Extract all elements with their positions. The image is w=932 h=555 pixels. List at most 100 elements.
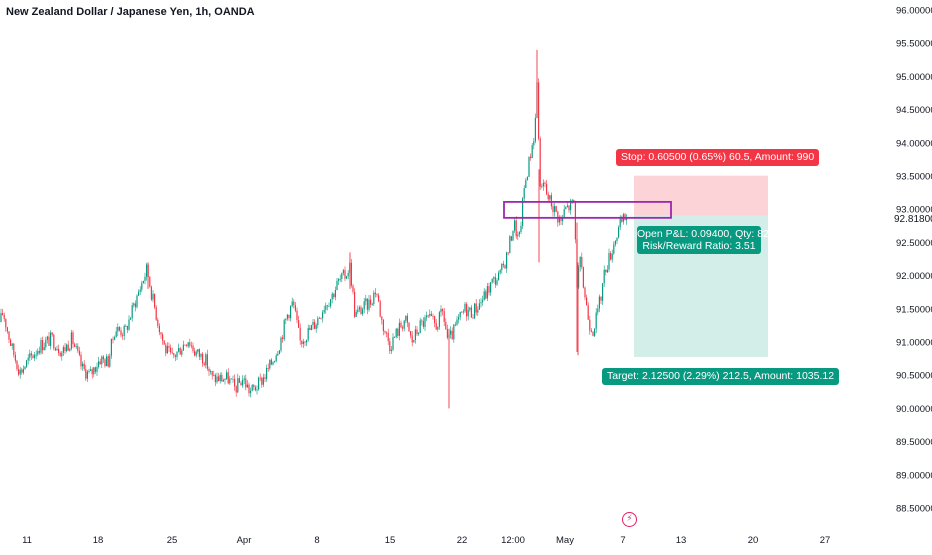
candle-body [579, 256, 581, 268]
candle-body [597, 308, 599, 313]
x-tick-label: 18 [93, 535, 104, 546]
candle-body [456, 319, 458, 325]
y-tick-label: 92.50000 [896, 238, 932, 249]
candle-body [485, 291, 487, 299]
candle-body [29, 353, 31, 358]
candle-body [138, 291, 140, 296]
candle-body [85, 369, 87, 379]
candle-body [520, 225, 522, 233]
candle-body [578, 267, 580, 288]
candle-body [186, 345, 188, 347]
candle-body [280, 337, 282, 351]
candle-body [493, 277, 495, 279]
candle-body [600, 296, 602, 301]
y-tick-label: 94.50000 [896, 105, 932, 116]
candle-body [80, 354, 82, 367]
candle-body [394, 337, 396, 338]
candle-body [170, 347, 172, 353]
candle-body [598, 296, 600, 309]
y-tick-label: 91.00000 [896, 338, 932, 349]
candle-body [202, 353, 204, 364]
candle-body [408, 322, 410, 332]
candle-body [173, 353, 175, 356]
candle-body [166, 346, 168, 354]
candle-body [530, 156, 532, 158]
candle-body [69, 348, 71, 351]
candle-body [190, 345, 192, 347]
candle-body [510, 236, 512, 241]
candle-body [392, 337, 394, 350]
y-tick-label: 93.00000 [896, 205, 932, 216]
candle-body [365, 298, 367, 302]
candle-body [208, 368, 210, 372]
candle-body [616, 237, 618, 242]
candle-body [222, 380, 224, 382]
candle-body [309, 328, 311, 331]
candle-body [336, 280, 338, 290]
candle-body [395, 328, 397, 338]
candle-body [603, 269, 605, 284]
candle-body [278, 350, 280, 354]
candle-body [350, 262, 352, 286]
candle-body [354, 291, 356, 317]
candle-body [542, 182, 544, 187]
candle-body [459, 311, 461, 318]
candle-body [134, 303, 136, 308]
candle-body [133, 303, 135, 306]
candle-body [274, 361, 276, 363]
candle-body [96, 367, 98, 372]
candle-body [178, 348, 180, 352]
candle-body [546, 183, 548, 195]
candle-body [331, 293, 333, 300]
candle-body [486, 286, 488, 299]
y-tick-label: 93.50000 [896, 172, 932, 183]
candle-body [480, 302, 482, 304]
candle-body [328, 306, 330, 307]
candle-body [341, 273, 343, 279]
candle-body [296, 310, 298, 321]
candle-body [90, 369, 92, 371]
candle-body [389, 341, 391, 352]
candle-body [384, 331, 386, 333]
lightning-icon[interactable]: ⚡ [622, 512, 637, 527]
candle-body [440, 309, 442, 313]
stop-label: Stop: 0.60500 (0.65%) 60.5, Amount: 990 [616, 149, 820, 166]
candle-body [10, 339, 12, 346]
candle-body [277, 353, 279, 356]
candle-body [130, 318, 132, 320]
y-tick-label: 90.50000 [896, 371, 932, 382]
candle-body [74, 344, 76, 347]
candle-body [312, 321, 314, 326]
candle-body [376, 294, 378, 296]
current-price-tag: 92.81800 [894, 214, 932, 225]
candle-body [515, 220, 517, 237]
candle-body [211, 371, 213, 376]
candle-body [430, 313, 432, 317]
candle-body [554, 206, 556, 213]
candle-body [504, 265, 506, 269]
candle-body [109, 355, 111, 367]
candle-body [46, 336, 48, 340]
candle-body [589, 319, 591, 331]
candle-body [398, 322, 400, 336]
candle-body [320, 317, 322, 319]
candle-body [446, 329, 448, 338]
candle-body [590, 330, 592, 332]
candle-body [528, 156, 530, 177]
candle-body [286, 314, 288, 319]
candle-body [136, 295, 138, 308]
candle-body [610, 253, 612, 260]
candle-body [539, 138, 541, 187]
candle-body [326, 305, 328, 307]
candle-body [619, 218, 621, 228]
candle-body [346, 276, 348, 279]
candle-body [450, 330, 452, 335]
candle-body [238, 378, 240, 383]
candle-body [229, 378, 231, 384]
candle-body [16, 360, 18, 370]
candle-body [275, 355, 277, 362]
candle-body [235, 386, 237, 393]
candle-body [301, 340, 303, 344]
